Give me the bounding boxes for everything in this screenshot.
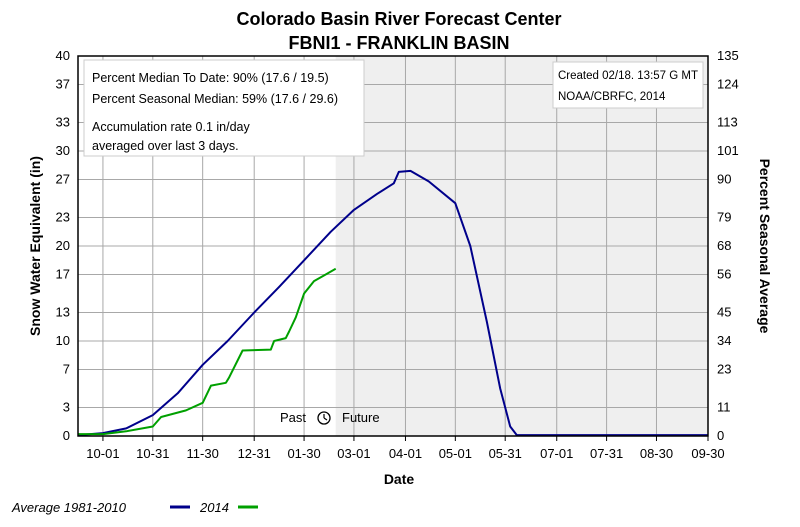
axis-ticks: 0 0 3 11 7 23 10 34 13 45 17 56 20 68 23 79 27 90 30 101 33 1… [56, 48, 739, 461]
future-label: Future [342, 410, 380, 425]
y2-tick-label: 34 [717, 333, 731, 348]
percent-seasonal-median: Percent Seasonal Median: 59% (17.6 / 29.… [92, 92, 338, 106]
series-average-line [77, 169, 708, 437]
y2-tick-label: 11 [717, 400, 731, 415]
y-tick-label: 30 [56, 143, 70, 158]
x-tick-label: 07-01 [540, 446, 573, 461]
y2-tick-label: 0 [717, 428, 724, 443]
y-tick-label: 37 [56, 77, 70, 92]
past-label: Past [280, 410, 306, 425]
created-timestamp: Created 02/18. 13:57 G MT [558, 70, 698, 82]
series-layer [77, 169, 708, 437]
y2-axis-label: Percent Seasonal Average [757, 159, 773, 334]
percent-median-to-date: Percent Median To Date: 90% (17.6 / 19.5… [92, 71, 329, 85]
x-tick-label: 04-01 [389, 446, 422, 461]
y-tick-label: 17 [56, 267, 70, 282]
y-tick-label: 13 [56, 305, 70, 320]
plot-frame [77, 55, 709, 437]
accumulation-averaging: averaged over last 3 days. [92, 139, 239, 153]
y2-tick-label: 124 [717, 77, 739, 92]
y-tick-label: 3 [63, 400, 70, 415]
legend-label-average: Average 1981-2010 [11, 500, 127, 515]
y2-tick-label: 113 [717, 115, 738, 130]
credits-box [552, 61, 704, 109]
y2-tick-label: 135 [717, 48, 739, 63]
chart-title: Colorado Basin River Forecast Center [236, 9, 561, 29]
series-2014-line [78, 267, 337, 436]
x-tick-label: 08-30 [640, 446, 673, 461]
y2-tick-label: 45 [717, 305, 731, 320]
credits-source: NOAA/CBRFC, 2014 [558, 91, 666, 103]
y2-tick-label: 56 [717, 267, 731, 282]
x-tick-label: 10-31 [136, 446, 169, 461]
x-tick-label: 12-31 [238, 446, 271, 461]
y2-tick-label: 101 [717, 143, 739, 158]
x-tick-label: 03-01 [337, 446, 370, 461]
x-axis-label: Date [384, 471, 415, 487]
clock-icon [317, 411, 331, 425]
y2-tick-label: 68 [717, 238, 731, 253]
x-tick-label: 11-30 [187, 446, 219, 461]
legend: Average 1981-2010 2014 [11, 500, 258, 515]
x-tick-label: 01-30 [287, 446, 320, 461]
x-tick-label: 09-30 [691, 446, 724, 461]
y-tick-label: 23 [56, 210, 70, 225]
y-axis-label: Snow Water Equivalent (in) [27, 156, 43, 336]
y-tick-label: 27 [56, 172, 70, 187]
x-tick-label: 05-01 [439, 446, 472, 461]
grid-lines [78, 55, 709, 437]
accumulation-rate: Accumulation rate 0.1 in/day [92, 120, 250, 134]
y2-tick-label: 79 [717, 210, 731, 225]
y-tick-label: 33 [56, 115, 70, 130]
y2-tick-label: 90 [717, 172, 731, 187]
y-tick-label: 0 [63, 428, 70, 443]
x-tick-label: 05-31 [489, 446, 522, 461]
y2-tick-label: 23 [717, 362, 731, 377]
y-tick-label: 20 [56, 238, 70, 253]
x-tick-label: 10-01 [86, 446, 119, 461]
y-tick-label: 10 [56, 333, 70, 348]
y-tick-label: 40 [56, 48, 70, 63]
chart-subtitle: FBNI1 - FRANKLIN BASIN [289, 33, 510, 53]
legend-label-2014: 2014 [199, 500, 229, 515]
y-tick-label: 7 [63, 362, 70, 377]
x-tick-label: 07-31 [590, 446, 623, 461]
stats-box [83, 59, 365, 157]
